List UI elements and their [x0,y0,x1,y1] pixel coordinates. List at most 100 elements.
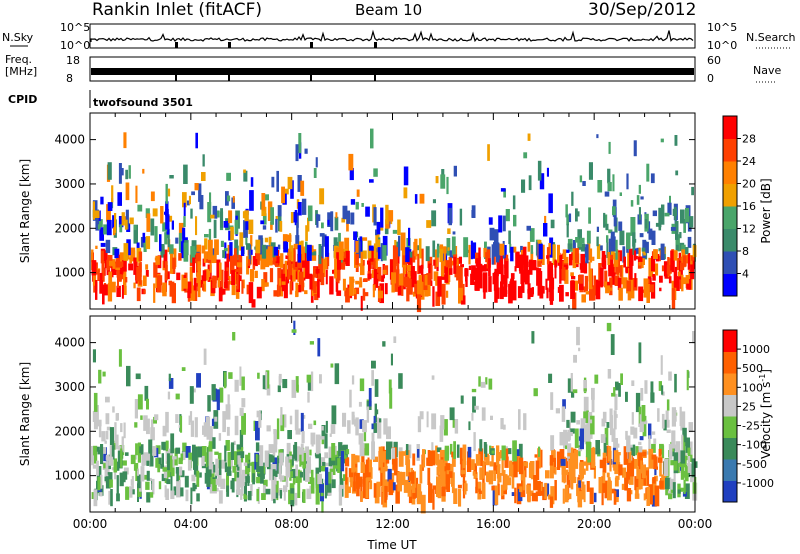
scatter-cell [94,405,99,424]
scatter-cell [264,282,269,287]
scatter-cell [622,246,626,263]
scatter-cell [289,281,293,295]
scatter-cell [362,420,367,433]
scatter-cell [258,413,262,428]
colorbar-segment [723,228,737,252]
power-scatter [91,128,697,313]
scatter-cell [607,287,613,291]
scatter-cell [141,454,145,466]
scatter-cell [218,433,222,441]
scatter-cell [654,475,658,482]
scatter-cell [167,228,170,248]
scatter-cell [328,446,332,455]
scatter-cell [201,172,206,181]
scatter-cell [608,229,613,234]
scatter-cell [511,474,515,489]
date-title: 30/Sep/2012 [588,0,696,20]
scatter-cell [241,469,246,479]
scatter-cell [282,414,287,428]
scatter-cell [328,451,333,467]
scatter-cell [118,216,124,228]
scatter-cell [449,443,453,455]
scatter-cell [319,246,324,261]
scatter-cell [600,245,603,251]
scatter-cell [451,236,456,256]
scatter-cell [645,451,650,455]
scatter-cell [211,418,215,426]
scatter-cell [342,455,347,459]
scatter-cell [513,214,517,227]
scatter-cell [499,243,505,256]
scatter-cell [342,278,346,291]
scatter-cell [126,239,131,256]
scatter-cell [464,268,469,277]
scatter-cell [352,415,355,423]
scatter-cell [223,221,229,228]
scatter-cell [405,247,410,263]
power-xticks [89,113,696,309]
scatter-cell [661,391,665,396]
scatter-cell [634,493,640,499]
scatter-cell [351,375,355,385]
scatter-cell [322,258,326,277]
scatter-cell [228,210,233,224]
scatter-cell [392,460,398,470]
scatter-cell [157,457,162,465]
scatter-cell [298,284,302,293]
scatter-cell [234,248,237,263]
scatter-cell [277,205,282,217]
scatter-cell [407,271,411,279]
scatter-cell [569,254,573,266]
cpid-program: twofsound 3501 [93,96,193,109]
scatter-cell [169,244,174,255]
scatter-cell [237,455,241,465]
scatter-cell [549,455,554,466]
scatter-cell [291,379,297,398]
scatter-cell [276,284,280,297]
scatter-cell [493,229,499,249]
x-tick-label: 20:00 [577,517,612,531]
scatter-cell [218,490,223,504]
scatter-cell [294,409,299,431]
scatter-cell [153,416,157,424]
scatter-cell [491,446,494,467]
scatter-cell [616,443,620,448]
scatter-cell [427,450,431,464]
scatter-cell [310,477,315,494]
scatter-cell [96,460,99,476]
scatter-cell [412,271,417,284]
scatter-cell [626,232,631,250]
scatter-cell [292,248,296,268]
nave-tick-top: 60 [707,54,721,67]
scatter-cell [386,441,391,460]
scatter-cell [671,288,676,309]
scatter-cell [663,419,667,431]
scatter-cell [91,260,97,276]
scatter-cell [432,240,436,258]
scatter-cell [598,477,603,494]
scatter-cell [151,483,155,489]
scatter-cell [661,385,664,395]
scatter-cell [502,274,506,285]
scatter-cell [488,258,491,277]
scatter-cell [101,431,106,442]
scatter-cell [226,466,232,472]
scatter-cell [331,443,336,461]
scatter-cell [613,438,618,458]
scatter-cell [563,267,566,281]
scatter-cell [203,271,207,292]
scatter-cell [572,240,576,256]
scatter-cell [241,280,244,294]
scatter-cell [606,322,612,332]
x-tick-label: 00:00 [678,517,713,531]
scatter-cell [559,432,564,446]
scatter-cell [441,260,445,277]
scatter-cell [426,273,431,285]
scatter-cell [623,277,628,288]
scatter-cell [640,460,643,472]
scatter-cell [102,284,105,305]
scatter-cell [550,219,555,229]
scatter-cell [142,232,146,243]
scatter-cell [108,456,114,466]
scatter-cell [500,188,506,192]
